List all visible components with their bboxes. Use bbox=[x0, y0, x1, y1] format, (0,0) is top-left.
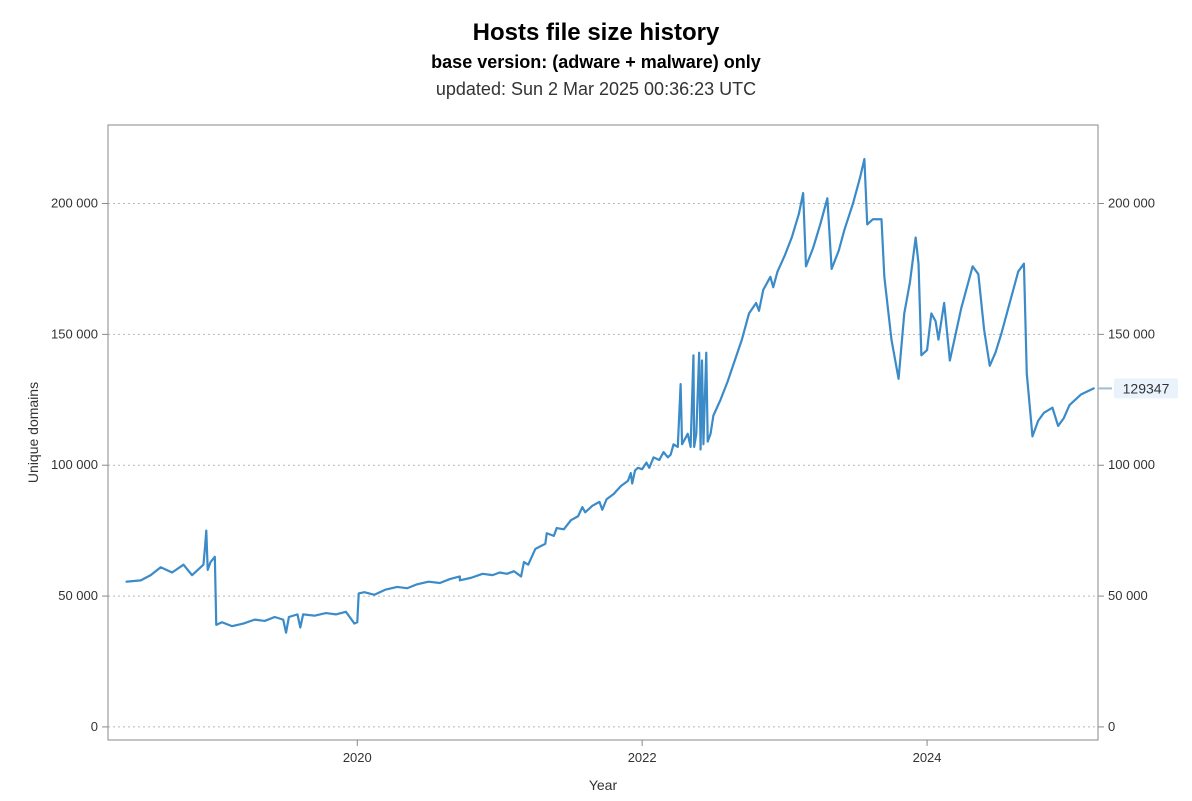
x-tick-label: 2020 bbox=[343, 750, 372, 765]
y-tick-label-left: 200 000 bbox=[51, 196, 98, 211]
chart-container: Hosts file size history base version: (ad… bbox=[0, 0, 1192, 801]
chart-title: Hosts file size history bbox=[473, 19, 720, 46]
callout-value: 129347 bbox=[1123, 380, 1170, 396]
y-tick-label-right: 200 000 bbox=[1108, 196, 1155, 211]
y-tick-label-left: 100 000 bbox=[51, 457, 98, 472]
x-tick-label: 2022 bbox=[628, 750, 657, 765]
y-tick-label-right: 100 000 bbox=[1108, 457, 1155, 472]
y-tick-label-right: 150 000 bbox=[1108, 326, 1155, 341]
y-axis-label: Unique domains bbox=[25, 382, 41, 483]
x-axis-label: Year bbox=[589, 777, 618, 793]
chart-subtitle: base version: (adware + malware) only bbox=[431, 52, 761, 72]
y-tick-label-left: 50 000 bbox=[58, 588, 98, 603]
y-tick-label-left: 150 000 bbox=[51, 326, 98, 341]
chart-background bbox=[0, 0, 1192, 801]
y-tick-label-left: 0 bbox=[91, 719, 98, 734]
x-tick-label: 2024 bbox=[913, 750, 942, 765]
line-chart: Hosts file size history base version: (ad… bbox=[0, 0, 1192, 801]
y-tick-label-right: 50 000 bbox=[1108, 588, 1148, 603]
chart-updated-label: updated: Sun 2 Mar 2025 00:36:23 UTC bbox=[436, 79, 756, 99]
y-tick-label-right: 0 bbox=[1108, 719, 1115, 734]
